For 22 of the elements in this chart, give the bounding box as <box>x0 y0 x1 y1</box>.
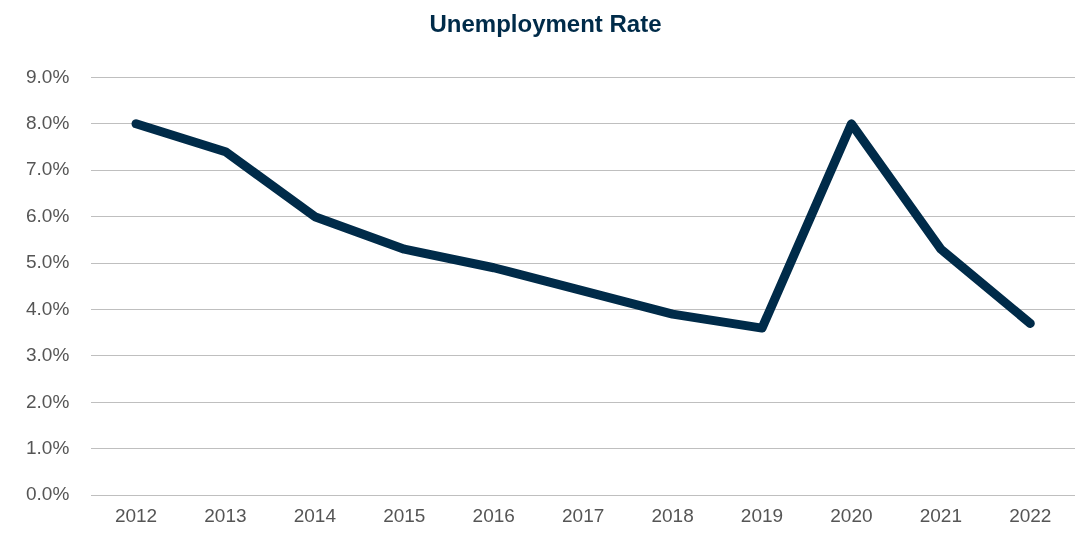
x-tick-label: 2016 <box>472 504 515 526</box>
chart-title: Unemployment Rate <box>428 9 663 39</box>
x-tick-label: 2014 <box>293 504 337 526</box>
y-tick-label: 7.0% <box>25 158 70 180</box>
x-tick-label: 2015 <box>383 504 426 526</box>
y-tick-label: 2.0% <box>25 390 70 412</box>
y-tick-label: 0.0% <box>25 483 70 505</box>
x-tick-label: 2019 <box>740 504 784 526</box>
y-tick-label: 9.0% <box>25 65 70 87</box>
x-tick-label: 2021 <box>919 504 962 526</box>
x-tick-label: 2012 <box>114 504 158 526</box>
y-tick-label: 5.0% <box>25 251 70 273</box>
x-tick-label: 2018 <box>651 504 694 526</box>
x-tick-label: 2020 <box>830 504 873 526</box>
x-tick-label: 2013 <box>204 504 247 526</box>
y-tick-label: 6.0% <box>25 204 70 226</box>
x-tick-label: 2022 <box>1009 504 1052 526</box>
y-tick-label: 4.0% <box>25 297 70 319</box>
y-tick-label: 8.0% <box>25 112 70 134</box>
y-tick-label: 3.0% <box>25 344 70 366</box>
x-tick-label: 2017 <box>562 504 605 526</box>
y-tick-label: 1.0% <box>25 437 70 459</box>
